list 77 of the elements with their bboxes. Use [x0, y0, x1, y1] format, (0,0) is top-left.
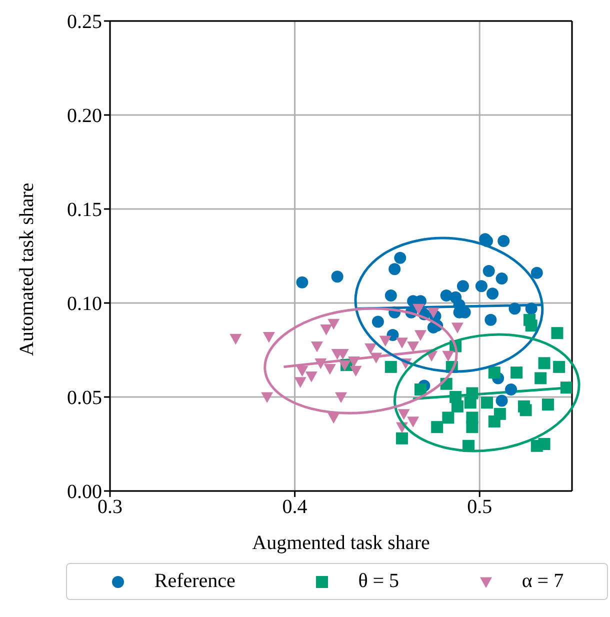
point [466, 421, 478, 434]
point [230, 334, 242, 345]
point [494, 408, 506, 420]
point [431, 421, 444, 434]
point [475, 280, 488, 292]
point [407, 416, 420, 428]
point [396, 432, 408, 444]
x-axis-title: Augmented task share [252, 532, 430, 554]
point [384, 360, 397, 373]
point [414, 383, 426, 396]
point [407, 341, 420, 352]
point [456, 280, 469, 292]
y-tick-label: 0.20 [67, 105, 102, 128]
point [496, 272, 508, 285]
point [261, 392, 274, 403]
point [480, 396, 493, 409]
point [560, 382, 572, 394]
point [427, 308, 440, 318]
point [294, 377, 306, 388]
point [538, 357, 550, 370]
point [486, 288, 499, 300]
point [442, 412, 454, 424]
y-tick-label: 0.10 [67, 293, 102, 316]
point [414, 330, 426, 341]
point [331, 270, 344, 283]
point [498, 234, 510, 247]
x-tick-label: 0.5 [467, 496, 492, 518]
point [525, 302, 538, 315]
point [262, 332, 275, 343]
point [364, 343, 377, 354]
point [488, 366, 500, 379]
point [525, 320, 538, 332]
point [394, 252, 406, 264]
y-tick-label: 0.15 [67, 199, 102, 222]
point [551, 327, 564, 340]
legend-label: α = 7 [522, 570, 564, 593]
point [388, 263, 401, 276]
point [335, 392, 347, 403]
point [348, 356, 360, 368]
point [396, 338, 408, 348]
point [314, 358, 327, 370]
point [451, 400, 464, 412]
point [553, 360, 566, 373]
point [296, 276, 308, 288]
legend-label: θ = 5 [358, 570, 400, 593]
point [538, 438, 550, 450]
point [384, 289, 397, 302]
point [510, 366, 523, 379]
point [464, 396, 476, 409]
y-tick-label: 0.05 [67, 387, 102, 410]
point [451, 322, 464, 334]
point [484, 314, 497, 326]
point [328, 318, 340, 330]
point [520, 404, 532, 416]
x-tick-label: 0.4 [282, 496, 308, 518]
point [320, 324, 332, 336]
point [508, 302, 521, 315]
point [370, 352, 382, 364]
point [496, 394, 508, 407]
point [350, 366, 362, 377]
point [398, 409, 410, 420]
y-tick-label: 0.25 [67, 11, 102, 34]
point [534, 372, 547, 384]
point [542, 398, 554, 411]
point [324, 364, 336, 375]
point [412, 304, 425, 315]
y-axis-title: Automated task share [16, 182, 38, 356]
point [310, 341, 323, 352]
legend-label: Reference [154, 570, 236, 593]
point [530, 266, 543, 279]
point [442, 350, 454, 362]
point [305, 372, 318, 382]
point [505, 383, 518, 396]
point [482, 265, 495, 278]
point [372, 316, 384, 328]
point [296, 366, 308, 377]
point [379, 336, 392, 347]
